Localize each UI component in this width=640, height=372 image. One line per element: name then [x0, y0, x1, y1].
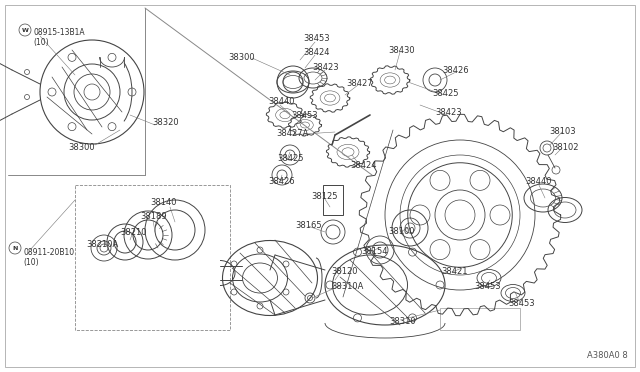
Text: 38320: 38320	[152, 118, 179, 127]
Text: 38100: 38100	[388, 227, 415, 236]
Text: 38453: 38453	[508, 299, 534, 308]
Text: 38210A: 38210A	[86, 240, 118, 249]
Text: 38426: 38426	[268, 177, 294, 186]
Text: A380A0 8: A380A0 8	[588, 351, 628, 360]
Text: 38426: 38426	[442, 66, 468, 75]
Text: 38165: 38165	[295, 221, 322, 230]
Text: W: W	[22, 28, 28, 32]
Text: 38427A: 38427A	[276, 129, 308, 138]
Text: 38440: 38440	[268, 97, 294, 106]
Text: 38300: 38300	[228, 53, 255, 62]
Bar	[75, 185, 230, 330]
Text: 38440: 38440	[525, 177, 552, 186]
Text: 38120: 38120	[331, 267, 358, 276]
Text: N: N	[12, 246, 18, 250]
Text: 38424: 38424	[303, 48, 330, 57]
Text: 38189: 38189	[140, 212, 166, 221]
Text: 38425: 38425	[277, 154, 303, 163]
Text: 38310: 38310	[389, 317, 415, 326]
Text: 38125: 38125	[311, 192, 337, 201]
Text: 38140: 38140	[150, 198, 177, 207]
Bar	[323, 185, 343, 215]
Text: 38453: 38453	[291, 111, 317, 120]
Text: 38453: 38453	[303, 34, 330, 43]
Text: 38210: 38210	[120, 228, 147, 237]
Text: 38102: 38102	[552, 143, 579, 152]
Text: 38423: 38423	[312, 63, 339, 72]
Text: 38300: 38300	[68, 143, 95, 152]
Text: 38425: 38425	[432, 89, 458, 98]
Bar	[440, 308, 520, 330]
Text: 08915-13B1A
(10): 08915-13B1A (10)	[33, 28, 84, 47]
Text: 38103: 38103	[549, 127, 575, 136]
Text: 08911-20B10
(10): 08911-20B10 (10)	[23, 248, 74, 267]
Text: 38154: 38154	[361, 247, 387, 256]
Text: 38424: 38424	[350, 161, 376, 170]
Text: 38421: 38421	[441, 267, 467, 276]
Text: 38427: 38427	[346, 79, 372, 88]
Text: 38430: 38430	[388, 46, 415, 55]
Text: 38453: 38453	[474, 282, 500, 291]
Text: 38423: 38423	[435, 108, 461, 117]
Text: 38310A: 38310A	[331, 282, 364, 291]
